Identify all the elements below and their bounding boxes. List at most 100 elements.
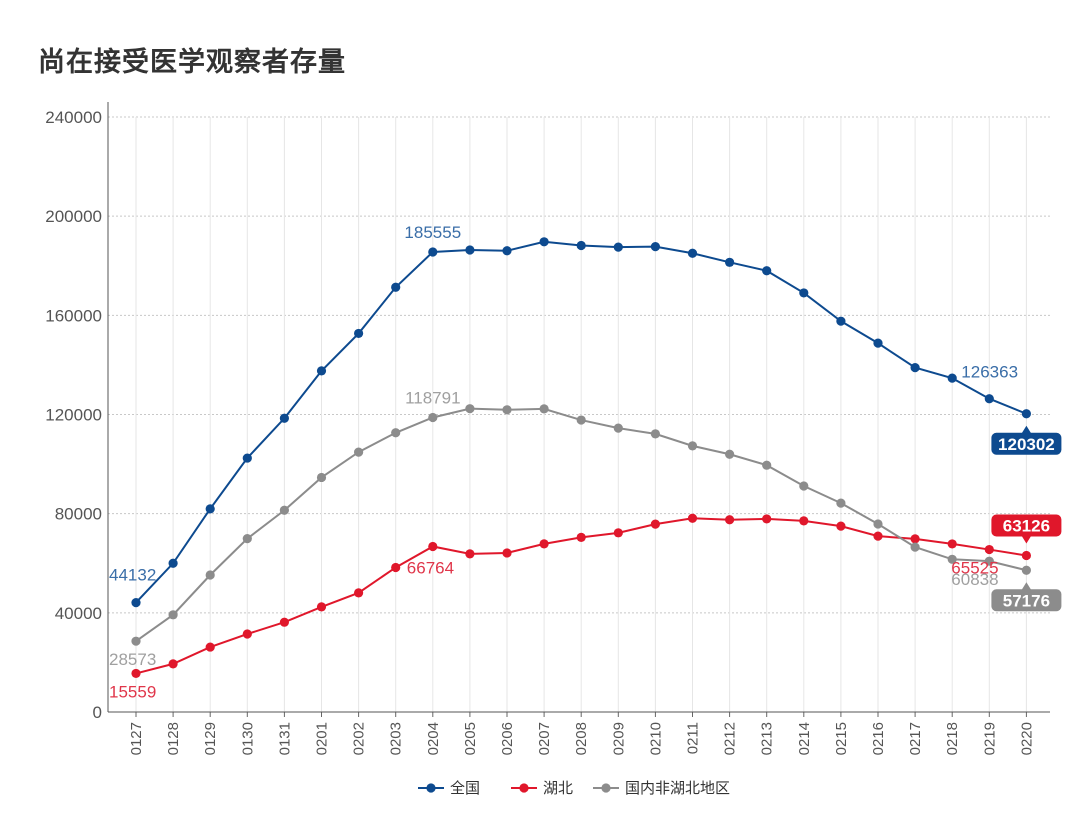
data-point-national xyxy=(391,282,401,292)
data-point-national xyxy=(650,241,661,252)
data-label: 185555 xyxy=(404,223,461,242)
series-group xyxy=(131,237,1031,679)
data-point-national xyxy=(947,373,957,383)
data-point-other xyxy=(836,498,846,508)
data-point-hubei xyxy=(316,602,327,612)
badge-box xyxy=(991,432,1062,455)
end-value-badge: 63126 xyxy=(991,514,1062,544)
data-point-national xyxy=(687,248,698,258)
y-tick-label: 0 xyxy=(93,703,102,722)
chart-title: 尚在接受医学观察者存量 xyxy=(38,47,346,78)
data-point-national xyxy=(984,394,994,404)
data-point-national xyxy=(539,237,549,247)
data-point-national xyxy=(354,328,364,339)
badge-box xyxy=(991,589,1062,612)
data-point-hubei xyxy=(613,528,623,538)
y-tick-label: 40000 xyxy=(55,604,102,623)
data-point-other xyxy=(687,441,698,451)
data-point-other xyxy=(910,542,920,552)
x-tick-label: 0220 xyxy=(1018,722,1035,755)
data-point-national xyxy=(762,266,772,276)
data-point-hubei xyxy=(539,539,549,549)
data-label: 65525 xyxy=(951,559,998,578)
data-point-national xyxy=(873,338,883,348)
data-point-other xyxy=(650,429,661,439)
data-point-national xyxy=(168,558,178,568)
y-tick-label: 160000 xyxy=(45,306,102,325)
x-tick-label: 0208 xyxy=(573,722,590,755)
y-tick-label: 240000 xyxy=(45,108,102,127)
data-point-hubei xyxy=(762,514,772,524)
x-tick-label: 0131 xyxy=(276,722,293,755)
data-point-hubei xyxy=(873,531,883,541)
data-point-hubei xyxy=(947,539,957,549)
data-point-hubei xyxy=(354,588,364,598)
data-point-other xyxy=(947,554,957,564)
data-point-other xyxy=(984,556,994,566)
data-point-other xyxy=(1021,565,1031,575)
x-tick-label: 0217 xyxy=(907,722,924,755)
x-tick-label: 0219 xyxy=(981,722,998,755)
data-point-national xyxy=(428,247,438,257)
x-tick-label: 0206 xyxy=(499,722,516,755)
x-tick-label: 0212 xyxy=(722,722,739,755)
x-tick-label: 0129 xyxy=(202,722,219,755)
legend[interactable]: 全国 湖北 国内非湖北地区 xyxy=(418,779,730,797)
end-value-badge: 57176 xyxy=(991,582,1062,612)
data-point-national xyxy=(279,413,289,423)
data-point-national xyxy=(910,363,920,373)
x-tick-label: 0202 xyxy=(351,722,368,755)
x-tick-label: 0213 xyxy=(759,722,776,755)
data-point-hubei xyxy=(391,562,401,573)
x-tick-label: 0209 xyxy=(610,722,627,755)
data-point-other xyxy=(354,447,364,457)
data-point-hubei xyxy=(836,521,846,531)
data-point-national xyxy=(799,288,809,298)
badge-value: 120302 xyxy=(998,435,1055,454)
data-label: 126363 xyxy=(961,363,1018,382)
x-tick-label: 0127 xyxy=(128,722,145,755)
x-tick-label: 0214 xyxy=(796,722,813,755)
data-point-hubei xyxy=(465,549,475,559)
data-label: 66764 xyxy=(407,558,454,577)
data-point-other xyxy=(502,405,512,415)
data-point-other xyxy=(799,481,809,491)
legend-item-hubei[interactable]: 湖北 xyxy=(511,779,573,797)
data-point-hubei xyxy=(650,519,661,529)
legend-label: 湖北 xyxy=(543,779,573,797)
data-point-other xyxy=(168,610,178,620)
legend-label: 国内非湖北地区 xyxy=(625,779,730,797)
data-point-hubei xyxy=(279,617,289,627)
data-point-other xyxy=(613,423,623,433)
legend-swatch-marker xyxy=(601,783,611,793)
data-point-hubei xyxy=(910,534,920,544)
data-labels: 44132 185555 126363 120302 15559 66764 65525 63… xyxy=(109,223,1062,701)
data-label: 60838 xyxy=(951,570,998,589)
data-point-hubei xyxy=(984,544,994,555)
data-point-national xyxy=(836,316,846,326)
badge-pointer xyxy=(1021,425,1032,434)
x-tick-label: 0128 xyxy=(165,722,182,755)
data-point-national xyxy=(242,453,252,463)
data-point-hubei xyxy=(502,548,512,558)
data-point-hubei xyxy=(205,642,215,652)
data-label: 118791 xyxy=(405,388,460,407)
x-tick-label: 0211 xyxy=(685,722,702,754)
legend-label: 全国 xyxy=(450,779,480,797)
data-point-other xyxy=(428,412,438,423)
data-point-national xyxy=(465,245,475,255)
data-point-hubei xyxy=(799,516,809,526)
legend-item-other[interactable]: 国内非湖北地区 xyxy=(593,779,730,797)
data-point-other xyxy=(576,415,586,425)
data-point-hubei xyxy=(576,532,586,542)
x-tick-label: 0203 xyxy=(388,722,405,755)
badge-value: 57176 xyxy=(1003,591,1050,610)
data-point-other xyxy=(279,505,289,515)
legend-item-national[interactable]: 全国 xyxy=(418,779,480,797)
y-tick-label: 80000 xyxy=(55,505,102,524)
data-point-hubei xyxy=(1021,550,1031,561)
x-tick-label: 0204 xyxy=(425,722,442,755)
data-point-national xyxy=(1021,409,1031,419)
data-point-other xyxy=(316,472,327,483)
